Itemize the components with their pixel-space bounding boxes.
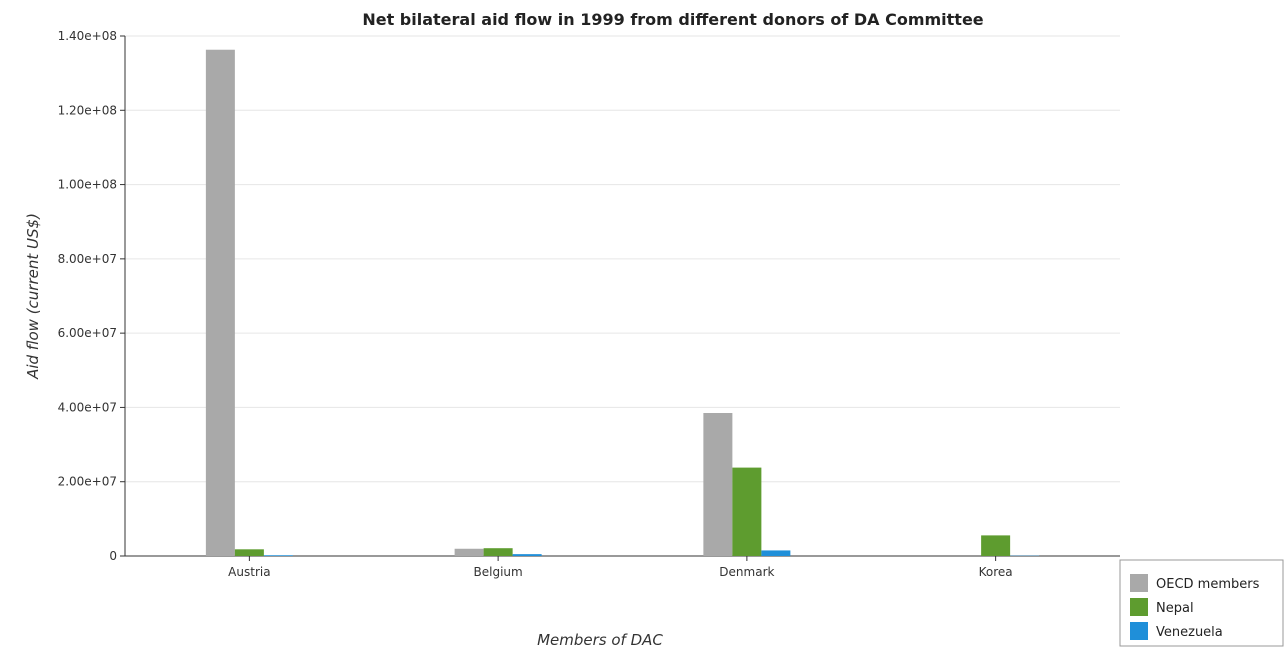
bar-oecd-members-belgium bbox=[454, 548, 484, 556]
bar-oecd-members-denmark bbox=[703, 413, 733, 556]
bar-nepal-belgium bbox=[483, 548, 513, 556]
x-tick-label: Belgium bbox=[474, 565, 523, 579]
y-tick-label: 2.00e+07 bbox=[58, 475, 117, 489]
chart-title: Net bilateral aid flow in 1999 from diff… bbox=[362, 10, 983, 29]
x-tick-label: Denmark bbox=[719, 565, 774, 579]
y-tick-label: 0 bbox=[109, 549, 117, 563]
x-tick-label: Austria bbox=[228, 565, 270, 579]
legend-label: Nepal bbox=[1156, 601, 1194, 616]
bar-oecd-members-austria bbox=[205, 49, 235, 556]
legend-swatch bbox=[1130, 574, 1148, 592]
plot-area: 0 2.00e+07 4.00e+07 6.00e+07 8.00e+07 1.00e+0… bbox=[58, 29, 1120, 579]
legend-swatch bbox=[1130, 598, 1148, 616]
y-tick-label: 6.00e+07 bbox=[58, 326, 117, 340]
y-axis-title: Aid flow (current US$) bbox=[24, 213, 42, 380]
y-tick-label: 1.00e+08 bbox=[58, 178, 117, 192]
bar-nepal-korea bbox=[981, 535, 1011, 556]
y-tick-label: 8.00e+07 bbox=[58, 252, 117, 266]
bar-nepal-denmark bbox=[732, 467, 762, 556]
bar-venezuela-denmark bbox=[761, 550, 791, 556]
x-axis-title: Members of DAC bbox=[537, 631, 663, 649]
bar-nepal-austria bbox=[234, 549, 264, 556]
legend-label: Venezuela bbox=[1156, 625, 1223, 640]
y-tick-label: 4.00e+07 bbox=[58, 400, 117, 414]
legend-label: OECD members bbox=[1156, 577, 1260, 592]
legend: OECD members Nepal Venezuela bbox=[1119, 559, 1284, 647]
legend-swatch bbox=[1130, 622, 1148, 640]
bar-venezuela-belgium bbox=[512, 554, 542, 556]
y-tick-label: 1.40e+08 bbox=[58, 29, 117, 43]
bar-venezuela-austria bbox=[263, 555, 293, 556]
x-tick-label: Korea bbox=[979, 565, 1013, 579]
y-tick-label: 1.20e+08 bbox=[58, 103, 117, 117]
